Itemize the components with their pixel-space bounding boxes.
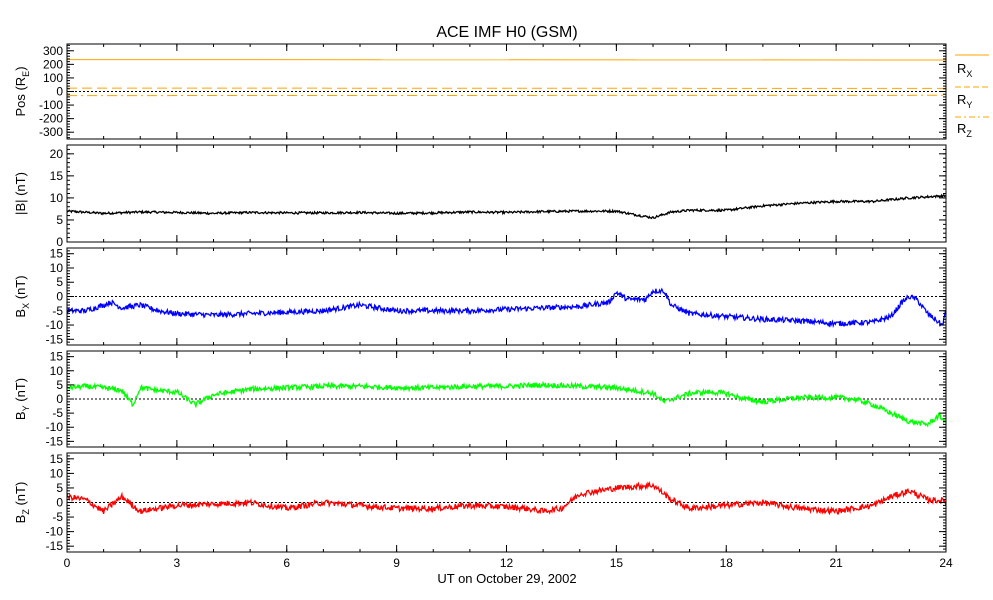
y-tick-label: 15 — [50, 350, 64, 364]
y-tick-label: 5 — [56, 275, 63, 289]
y-tick-label: 10 — [50, 466, 64, 480]
series-bz-line — [67, 480, 946, 516]
legend-label-main: R — [957, 121, 966, 136]
y-tick-label: -10 — [46, 525, 64, 539]
x-axis: 0 3 6 9 12 15 18 21 24 — [64, 556, 953, 570]
y-tick-label: -5 — [52, 510, 63, 524]
x-axis-label: UT on October 29, 2002 — [437, 571, 576, 586]
y-tick-label: -10 — [46, 420, 64, 434]
y-axis-label-sub: E — [21, 71, 31, 77]
y-tick-label: -15 — [46, 434, 64, 448]
y-tick-label: -15 — [46, 332, 64, 346]
y-tick-label: -200 — [39, 112, 63, 126]
y-axis-label-main: B — [13, 411, 28, 420]
y-tick-label: 300 — [43, 44, 63, 58]
panel-frame — [66, 43, 947, 140]
y-tick-label: 10 — [50, 364, 64, 378]
panel-frame — [66, 452, 947, 553]
y-tick-label: 5 — [56, 481, 63, 495]
x-tick-label: 0 — [64, 556, 71, 570]
y-tick-label: 0 — [56, 290, 63, 304]
y-tick-label: 0 — [56, 496, 63, 510]
y-axis-label-sub: X — [21, 303, 31, 309]
y-tick-label: -10 — [46, 318, 64, 332]
x-tick-label: 24 — [939, 556, 953, 570]
y-axis-label: BZ (nT) — [13, 482, 31, 524]
y-axis-label: BY (nT) — [13, 378, 31, 420]
x-tick-label: 9 — [393, 556, 400, 570]
y-axis-label-main: Pos (R — [13, 77, 28, 117]
panel-frame — [66, 144, 947, 243]
y-axis-label-end: (nT) — [13, 378, 28, 405]
y-axis-label: Pos (RE) — [13, 66, 31, 116]
series-by-line — [67, 380, 946, 428]
y-axis-label-main: B — [13, 515, 28, 524]
y-tick-label: 5 — [56, 213, 63, 227]
y-axis-label-sub: Y — [21, 405, 31, 411]
y-tick-label: 10 — [50, 261, 64, 275]
y-tick-label: 15 — [50, 452, 64, 466]
legend-label-main: R — [957, 61, 966, 76]
legend-label-rz: RZ — [957, 121, 972, 139]
x-tick-label: 3 — [174, 556, 181, 570]
legend-label-sub: X — [966, 69, 972, 79]
legend-label-rx: RX — [957, 61, 972, 79]
series-b-line — [67, 193, 946, 220]
series-bx-line — [67, 287, 946, 329]
legend-label-main: R — [957, 92, 966, 107]
y-tick-label: 100 — [43, 71, 63, 85]
legend-label-ry: RY — [957, 92, 972, 110]
y-tick-label: -5 — [52, 304, 63, 318]
x-tick-label: 18 — [720, 556, 734, 570]
y-axis-label-main: B — [13, 309, 28, 318]
y-tick-label: 0 — [56, 235, 63, 249]
y-tick-label: 10 — [50, 191, 64, 205]
y-tick-label: -5 — [52, 406, 63, 420]
legend-label-sub: Y — [966, 100, 972, 110]
y-axis-label-end: (nT) — [13, 482, 28, 509]
y-tick-label: 5 — [56, 378, 63, 392]
y-axis-label-main: |B| (nT) — [13, 172, 28, 215]
y-axis-label-sub: Z — [21, 509, 31, 515]
y-axis-label-end: (nT) — [13, 275, 28, 302]
y-tick-label: -15 — [46, 539, 64, 553]
panel-btotal: 0 5 10 15 20 |B| (nT) — [13, 144, 947, 249]
y-tick-label: 15 — [50, 169, 64, 183]
y-tick-label: 0 — [56, 85, 63, 99]
y-axis-label-end: ) — [13, 66, 28, 70]
chart-title: ACE IMF H0 (GSM) — [436, 24, 577, 41]
y-tick-label: 15 — [50, 247, 64, 261]
y-tick-label: 200 — [43, 57, 63, 71]
y-axis-label: |B| (nT) — [13, 172, 28, 215]
y-tick-label: -300 — [39, 125, 63, 139]
legend-label-sub: Z — [966, 129, 972, 139]
y-tick-label: -100 — [39, 98, 63, 112]
y-tick-label: 20 — [50, 147, 64, 161]
x-tick-label: 6 — [283, 556, 290, 570]
x-tick-label: 21 — [829, 556, 843, 570]
panel-frame — [66, 247, 947, 346]
y-tick-label: 0 — [56, 392, 63, 406]
x-tick-label: 12 — [500, 556, 514, 570]
x-tick-label: 15 — [610, 556, 624, 570]
y-axis-label: BX (nT) — [13, 275, 31, 317]
